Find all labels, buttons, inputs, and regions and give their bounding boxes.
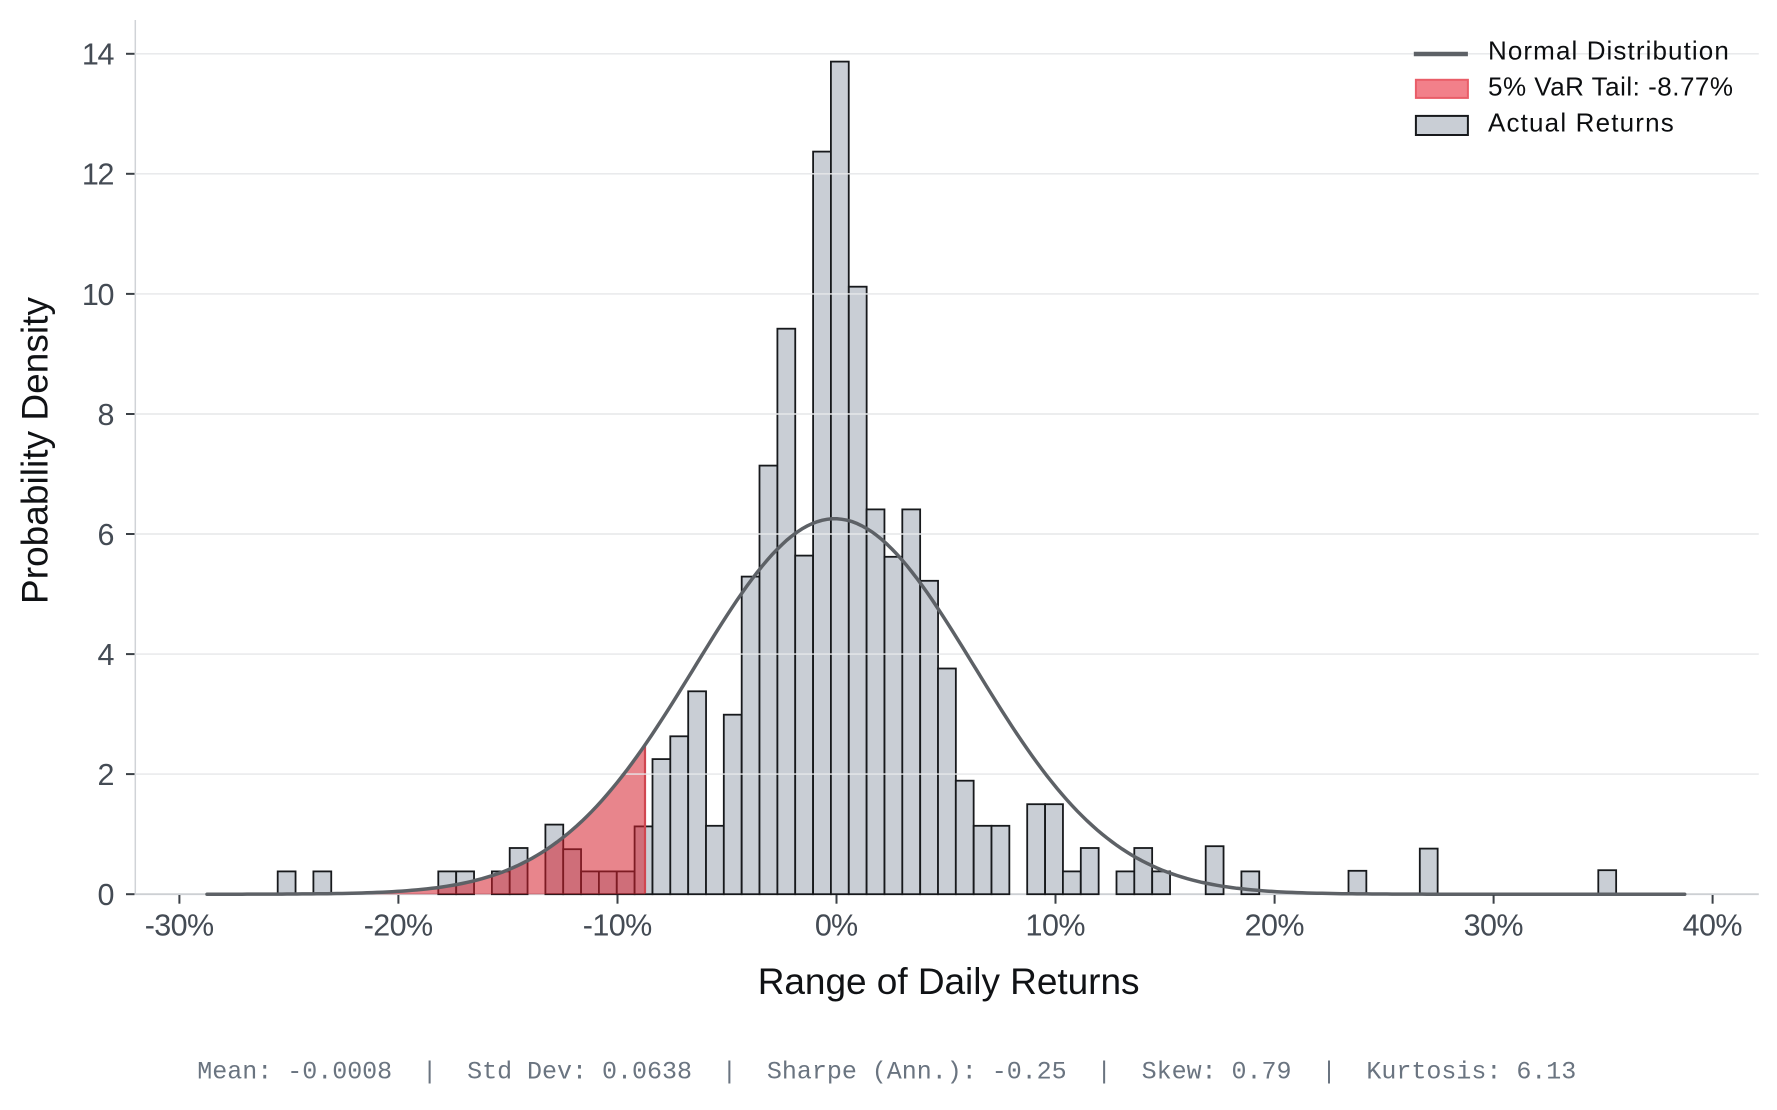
- svg-text:Mean: -0.0008 | Std Dev: 0.0: Mean: -0.0008 | Std Dev: 0.0638 | Sharpe…: [197, 1058, 1576, 1087]
- svg-text:10: 10: [82, 278, 115, 312]
- svg-text:4: 4: [98, 638, 115, 672]
- svg-text:2: 2: [98, 758, 115, 792]
- svg-text:30%: 30%: [1464, 909, 1524, 943]
- svg-text:5% VaR Tail: -8.77%: 5% VaR Tail: -8.77%: [1488, 72, 1733, 102]
- svg-text:8: 8: [98, 398, 115, 432]
- svg-text:40%: 40%: [1683, 909, 1743, 943]
- svg-text:Normal Distribution: Normal Distribution: [1488, 36, 1729, 66]
- svg-text:12: 12: [82, 158, 115, 192]
- svg-text:10%: 10%: [1026, 909, 1086, 943]
- svg-text:-20%: -20%: [364, 909, 433, 943]
- svg-text:Probability Density: Probability Density: [15, 297, 56, 605]
- svg-text:20%: 20%: [1245, 909, 1305, 943]
- svg-text:6: 6: [98, 518, 115, 552]
- svg-text:-30%: -30%: [145, 909, 214, 943]
- svg-text:-10%: -10%: [583, 909, 652, 943]
- svg-text:14: 14: [82, 38, 115, 72]
- svg-text:Range of Daily Returns: Range of Daily Returns: [758, 961, 1140, 1002]
- svg-text:0%: 0%: [815, 909, 858, 943]
- svg-text:0: 0: [98, 878, 115, 912]
- svg-text:Actual Returns: Actual Returns: [1488, 108, 1674, 138]
